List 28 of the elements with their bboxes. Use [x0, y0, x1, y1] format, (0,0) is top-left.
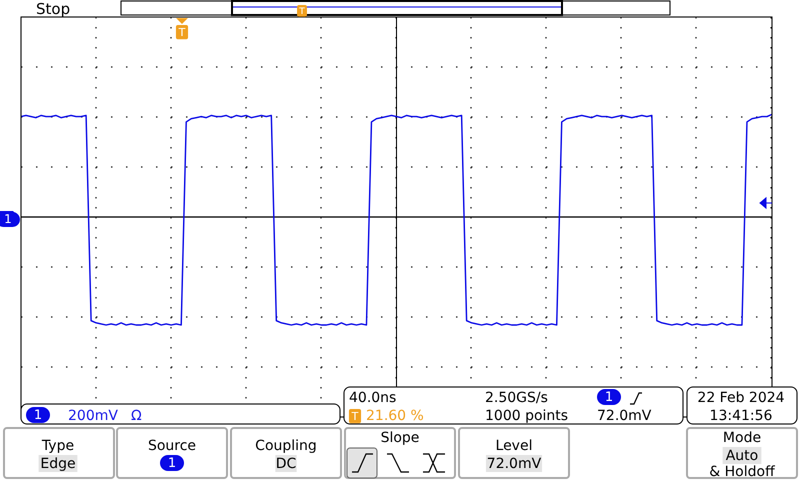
text: T — [298, 7, 306, 17]
text: Mode — [722, 430, 762, 446]
text: 1000 points — [485, 408, 568, 424]
text: 72.0mV — [486, 456, 542, 472]
text: Ω — [131, 408, 142, 424]
text: Slope — [380, 430, 420, 446]
text: 1 — [4, 212, 12, 226]
text: 22 Feb 2024 — [697, 390, 785, 406]
text: 72.0mV — [597, 408, 652, 424]
text: T — [350, 410, 359, 423]
text: Stop — [36, 0, 70, 18]
text: Auto — [726, 448, 758, 464]
text: DC — [276, 456, 296, 472]
text: Type — [40, 438, 74, 454]
text: Edge — [40, 456, 76, 472]
text: T — [178, 26, 186, 39]
text: 40.0ns — [349, 390, 396, 406]
text: 2.50GS/s — [485, 390, 548, 406]
text: 200mV — [68, 408, 118, 424]
text: 1 — [168, 456, 176, 471]
text: Level — [496, 438, 532, 454]
text: 21.60 % — [366, 408, 424, 424]
text: 1 — [34, 408, 42, 423]
text: 1 — [604, 390, 614, 405]
text: & Holdoff — [709, 464, 776, 480]
text: 13:41:56 — [710, 408, 773, 424]
text: Source — [148, 438, 196, 454]
text: Coupling — [255, 438, 317, 454]
